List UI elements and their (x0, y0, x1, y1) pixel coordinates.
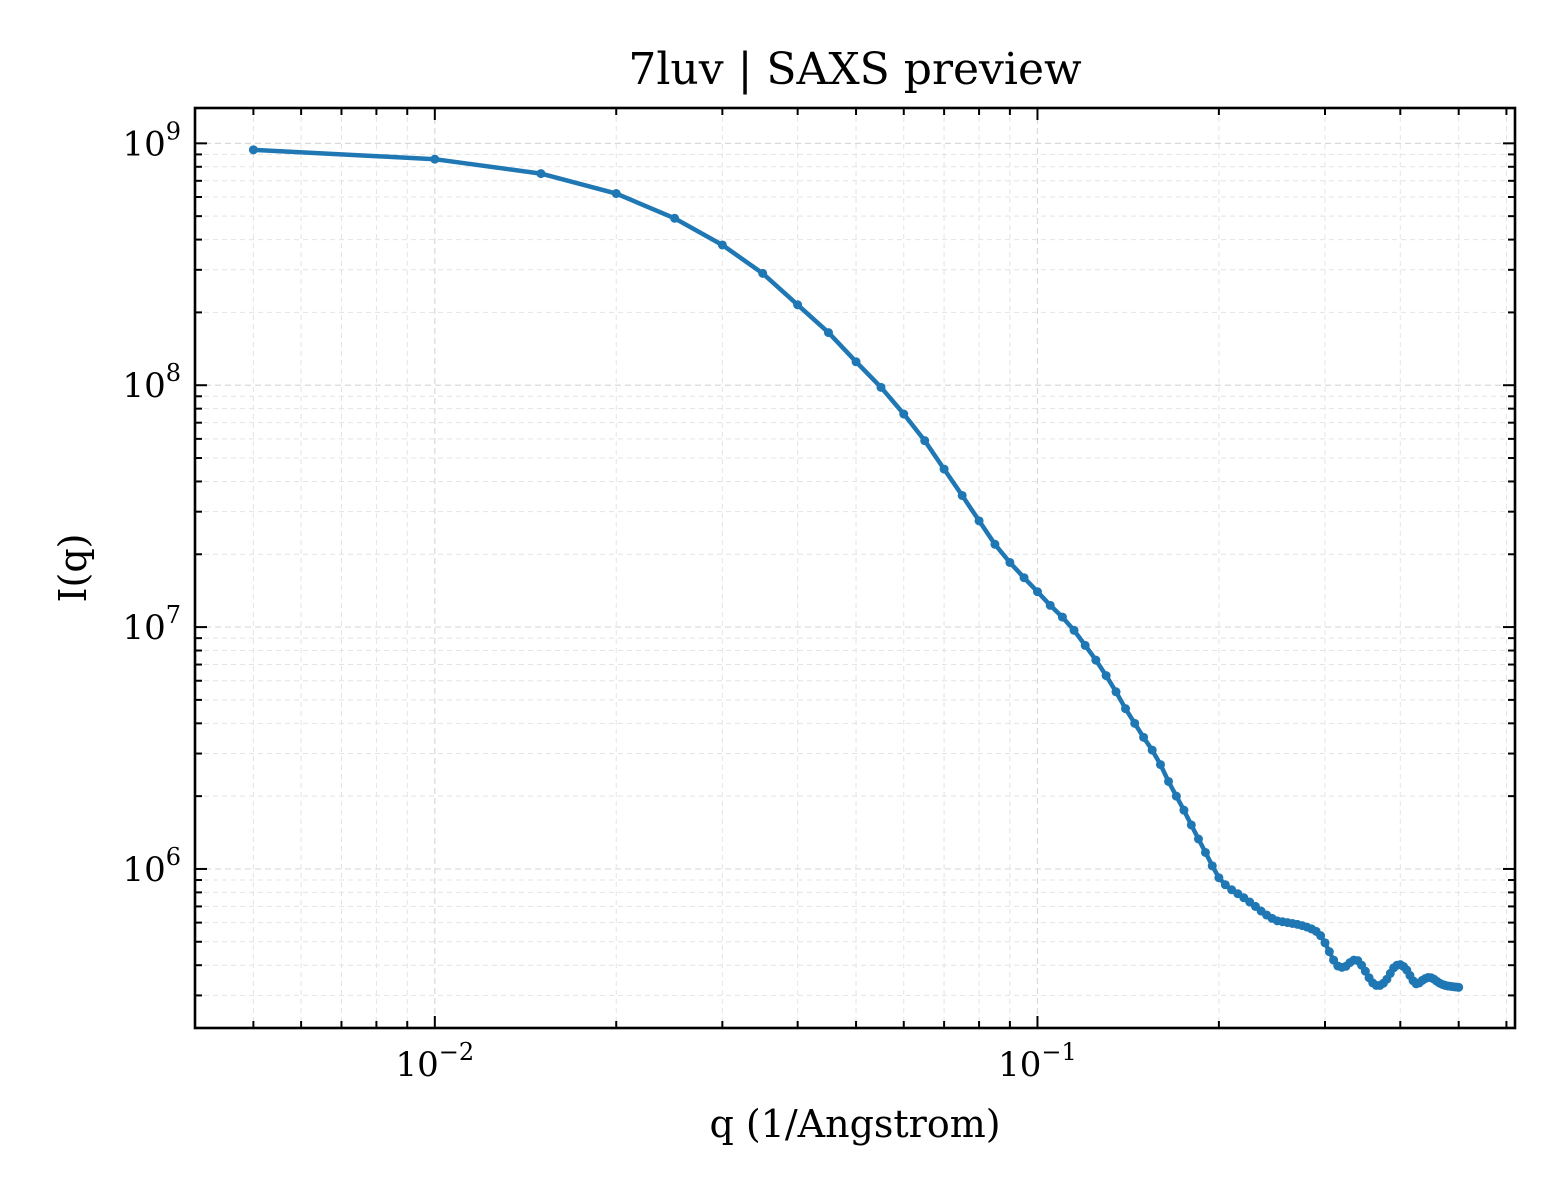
data-point (1179, 805, 1189, 815)
data-point (1032, 587, 1042, 597)
data-point (990, 539, 1000, 549)
data-point (1019, 573, 1029, 583)
data-point (1324, 947, 1334, 957)
y-tick-label-exponent: 6 (166, 843, 181, 871)
x-tick-label-base: 10 (998, 1045, 1041, 1085)
data-point (920, 436, 930, 446)
data-point (611, 189, 621, 199)
data-point (1005, 557, 1015, 567)
data-point (851, 357, 861, 367)
data-point (957, 490, 967, 500)
data-point (430, 154, 440, 164)
x-tick-label-exponent: −1 (1041, 1038, 1076, 1066)
data-point (1121, 704, 1131, 714)
y-tick-label-base: 10 (122, 850, 165, 890)
data-point (1080, 640, 1090, 650)
data-point (1186, 820, 1196, 830)
x-axis-label: q (1/Angstrom) (709, 1102, 1000, 1146)
data-point (899, 409, 909, 419)
data-point (974, 516, 984, 526)
data-point (1454, 982, 1464, 992)
y-tick-label-base: 10 (122, 608, 165, 648)
data-point (1220, 880, 1230, 890)
data-point (876, 382, 886, 392)
data-point (1200, 847, 1210, 857)
data-point (793, 300, 803, 310)
y-tick-label-exponent: 8 (166, 359, 181, 387)
data-point (1320, 938, 1330, 948)
data-point (1360, 966, 1370, 976)
data-point (536, 169, 546, 179)
data-point (1155, 760, 1165, 770)
data-point (1207, 861, 1217, 871)
data-point (758, 268, 768, 278)
y-tick-label-exponent: 7 (166, 601, 181, 629)
data-point (1147, 745, 1157, 755)
data-point (1101, 671, 1111, 681)
data-point (1045, 600, 1055, 610)
data-point (1069, 625, 1079, 635)
y-tick-label-base: 10 (122, 124, 165, 164)
data-point (670, 213, 680, 223)
chart-title: 7luv | SAXS preview (628, 44, 1082, 95)
series-line (248, 145, 1464, 992)
y-axis-label: I(q) (51, 534, 95, 603)
data-point (1091, 655, 1101, 665)
y-tick-label: 106 (122, 843, 181, 890)
data-point (1057, 612, 1067, 622)
y-tick-label: 108 (122, 359, 181, 406)
data-point (1316, 931, 1326, 941)
data-point (1171, 791, 1181, 801)
data-point (717, 240, 727, 250)
grid (194, 108, 1515, 1028)
data-point (823, 328, 833, 338)
plot-frame (193, 106, 1517, 1030)
data-point (1214, 873, 1224, 883)
x-tick-label: 10−1 (998, 1038, 1077, 1085)
data-point (1164, 776, 1174, 786)
x-tick-label: 10−2 (395, 1038, 474, 1085)
y-tick-label: 107 (122, 601, 181, 648)
data-point (248, 145, 258, 155)
data-point (1130, 718, 1140, 728)
y-tick-label-base: 10 (122, 366, 165, 406)
data-point (1139, 732, 1149, 742)
data-point (1193, 834, 1203, 844)
data-point (939, 464, 949, 474)
x-tick-label-exponent: −2 (439, 1038, 474, 1066)
y-tick-label: 109 (122, 117, 181, 164)
data-point (1111, 687, 1121, 697)
x-tick-label-base: 10 (395, 1045, 438, 1085)
y-tick-label-exponent: 9 (166, 117, 181, 145)
